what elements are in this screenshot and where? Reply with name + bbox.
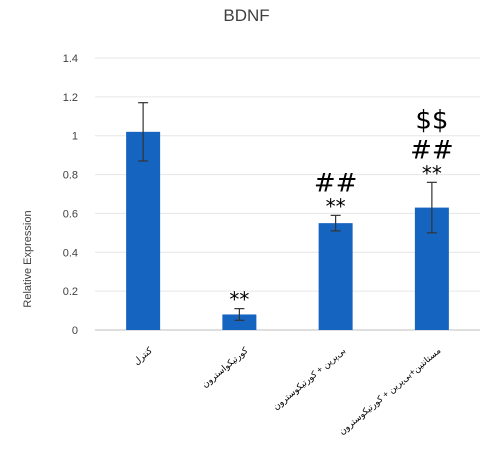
annotation-2-0: **: [326, 194, 346, 218]
y-tick-label-6: 1.2: [63, 92, 78, 104]
annotation-3-1: ##: [410, 135, 454, 165]
bar-0: [126, 131, 161, 330]
annotation-3-2: $$: [415, 105, 448, 135]
y-tick-label-4: 0.8: [63, 170, 78, 182]
chart-title: BDNF: [223, 6, 270, 25]
y-tick-label-3: 0.6: [63, 208, 78, 220]
y-tick-label-2: 0.4: [63, 247, 78, 259]
annotation-3-0: **: [422, 161, 442, 185]
annotation-1-0: **: [229, 288, 249, 312]
y-tick-label-1: 0.2: [63, 286, 78, 298]
bar-2: [318, 223, 353, 330]
annotation-2-1: ##: [314, 168, 358, 198]
y-tick-label-0: 0: [72, 325, 78, 337]
y-tick-label-7: 1.4: [63, 53, 78, 65]
y-tick-label-5: 1: [72, 131, 78, 143]
bar-1: [222, 314, 257, 330]
